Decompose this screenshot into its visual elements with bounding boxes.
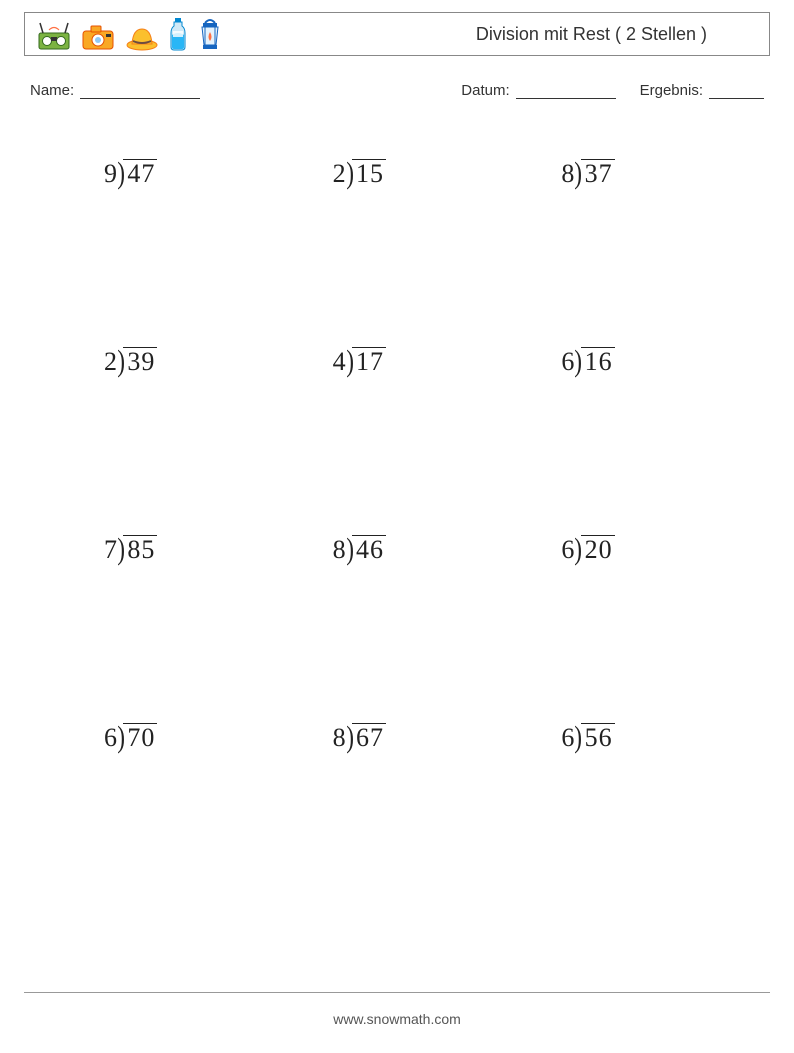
dividend: 47 bbox=[123, 159, 157, 187]
meta-row: Name: Datum: Ergebnis: bbox=[24, 82, 770, 99]
footer-text: www.snowmath.com bbox=[333, 1011, 461, 1027]
dividend: 16 bbox=[581, 347, 615, 375]
worksheet-page: Division mit Rest ( 2 Stellen ) Name: Da… bbox=[0, 0, 794, 1053]
dividend: 17 bbox=[352, 347, 386, 375]
dividend: 37 bbox=[581, 159, 615, 187]
result-label: Ergebnis: bbox=[640, 82, 703, 99]
divisor: 6 bbox=[561, 349, 575, 375]
dividend: 67 bbox=[352, 723, 386, 751]
divisor: 6 bbox=[561, 725, 575, 751]
divisor: 8 bbox=[333, 725, 347, 751]
divisor: 9 bbox=[104, 161, 118, 187]
hat-icon bbox=[125, 25, 159, 51]
divisor: 6 bbox=[104, 725, 118, 751]
boombox-icon bbox=[37, 21, 71, 51]
dividend: 85 bbox=[123, 535, 157, 563]
dividend: 56 bbox=[581, 723, 615, 751]
divisor: 4 bbox=[333, 349, 347, 375]
problem: 9)47 bbox=[54, 159, 283, 187]
date-blank[interactable] bbox=[516, 82, 616, 99]
problem: 8)46 bbox=[283, 535, 512, 563]
worksheet-title: Division mit Rest ( 2 Stellen ) bbox=[476, 24, 757, 45]
problem: 6)20 bbox=[511, 535, 740, 563]
problem: 8)67 bbox=[283, 723, 512, 751]
lantern-icon bbox=[197, 17, 223, 51]
problem: 6)70 bbox=[54, 723, 283, 751]
divisor: 7 bbox=[104, 537, 118, 563]
dividend: 70 bbox=[123, 723, 157, 751]
divisor: 2 bbox=[104, 349, 118, 375]
date-label: Datum: bbox=[461, 82, 509, 99]
footer: www.snowmath.com bbox=[0, 992, 794, 1027]
dividend: 46 bbox=[352, 535, 386, 563]
divisor: 2 bbox=[333, 161, 347, 187]
problem: 8)37 bbox=[511, 159, 740, 187]
dividend: 20 bbox=[581, 535, 615, 563]
divisor: 8 bbox=[561, 161, 575, 187]
result-blank[interactable] bbox=[709, 82, 764, 99]
name-blank[interactable] bbox=[80, 82, 200, 99]
problem: 6)56 bbox=[511, 723, 740, 751]
dividend: 15 bbox=[352, 159, 386, 187]
footer-divider bbox=[24, 992, 770, 993]
problem: 7)85 bbox=[54, 535, 283, 563]
divisor: 8 bbox=[333, 537, 347, 563]
header-box: Division mit Rest ( 2 Stellen ) bbox=[24, 12, 770, 56]
problem: 6)16 bbox=[511, 347, 740, 375]
problem: 4)17 bbox=[283, 347, 512, 375]
problem: 2)39 bbox=[54, 347, 283, 375]
divisor: 6 bbox=[561, 537, 575, 563]
problems-grid: 9)47 2)15 8)37 2)39 4)17 6)16 7)85 8)46 … bbox=[24, 159, 770, 751]
name-label: Name: bbox=[30, 82, 74, 99]
dividend: 39 bbox=[123, 347, 157, 375]
header-icons bbox=[37, 17, 223, 51]
problem: 2)15 bbox=[283, 159, 512, 187]
bottle-icon bbox=[169, 17, 187, 51]
camera-icon bbox=[81, 23, 115, 51]
